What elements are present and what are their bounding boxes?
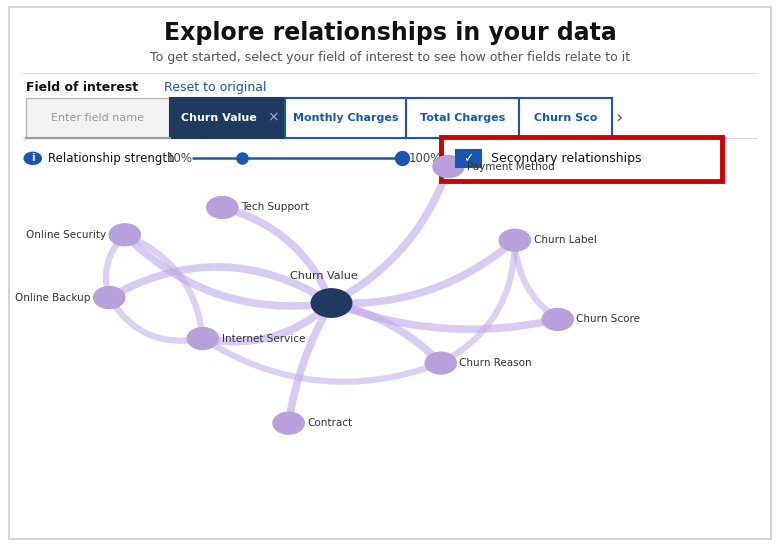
Text: ×: × [268,111,278,125]
FancyBboxPatch shape [285,98,406,138]
Text: Field of interest: Field of interest [26,81,138,94]
FancyBboxPatch shape [519,98,612,138]
Text: Contract: Contract [307,418,353,428]
FancyArrowPatch shape [205,340,438,382]
FancyArrowPatch shape [334,169,448,302]
FancyArrowPatch shape [205,305,329,342]
Circle shape [273,412,304,434]
Circle shape [24,152,41,164]
Text: To get started, select your field of interest to see how other fields relate to : To get started, select your field of int… [150,51,630,64]
Circle shape [433,156,464,177]
Circle shape [311,289,352,317]
Text: i: i [31,153,34,163]
Text: 100%: 100% [409,152,442,165]
Text: Internet Service: Internet Service [222,334,305,343]
Text: Total Charges: Total Charges [420,113,505,123]
Text: Online Backup: Online Backup [15,293,90,302]
Text: ✓: ✓ [463,152,474,165]
Text: Churn Sco: Churn Sco [534,113,597,123]
Text: 10%: 10% [167,152,193,165]
FancyBboxPatch shape [26,98,170,138]
Text: Payment Method: Payment Method [467,162,555,171]
Text: Reset to original: Reset to original [164,81,266,94]
Circle shape [94,287,125,308]
Circle shape [499,229,530,251]
Text: ›: › [615,109,623,127]
Text: Tech Support: Tech Support [241,203,309,212]
Circle shape [109,224,140,246]
FancyArrowPatch shape [225,208,331,300]
FancyArrowPatch shape [127,237,328,306]
Text: Secondary relationships: Secondary relationships [491,152,641,165]
Text: Online Security: Online Security [26,230,106,240]
Text: Churn Value: Churn Value [180,113,257,123]
Text: Monthly Charges: Monthly Charges [293,113,399,123]
Text: Churn Value: Churn Value [290,271,357,281]
Circle shape [207,197,238,218]
FancyArrowPatch shape [127,236,203,336]
FancyBboxPatch shape [441,136,722,181]
FancyArrowPatch shape [334,304,555,329]
FancyArrowPatch shape [112,267,329,301]
FancyArrowPatch shape [289,305,330,420]
Text: Churn Score: Churn Score [576,314,640,324]
FancyArrowPatch shape [111,300,200,341]
Text: Enter field name: Enter field name [51,113,144,123]
Text: Churn Reason: Churn Reason [459,358,532,368]
FancyArrowPatch shape [443,243,515,362]
FancyBboxPatch shape [170,98,285,138]
FancyBboxPatch shape [456,150,481,167]
Text: Churn Label: Churn Label [534,235,597,245]
Circle shape [542,308,573,330]
FancyArrowPatch shape [515,243,555,318]
Circle shape [187,328,218,349]
Text: Relationship strength: Relationship strength [48,152,175,165]
Text: Explore relationships in your data: Explore relationships in your data [164,21,616,45]
FancyArrowPatch shape [106,237,123,295]
Circle shape [425,352,456,374]
FancyBboxPatch shape [406,98,519,138]
FancyArrowPatch shape [334,304,438,361]
FancyArrowPatch shape [335,242,512,304]
